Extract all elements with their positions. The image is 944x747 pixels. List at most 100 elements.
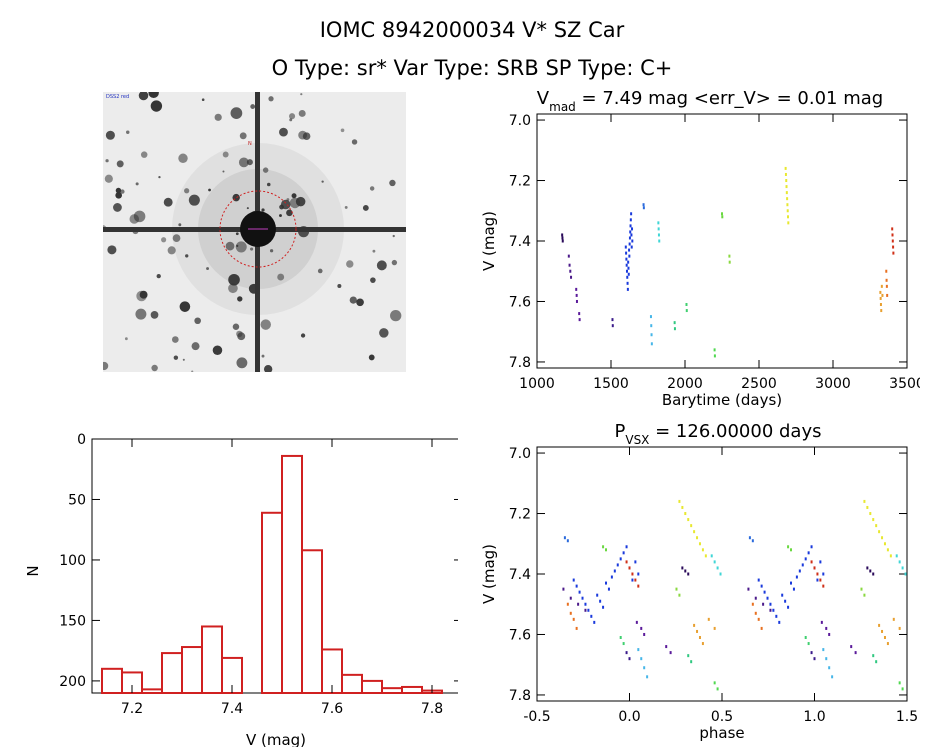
phased-curve-point: [616, 563, 619, 567]
phased-curve-ytick-label: 7.6: [509, 627, 531, 643]
phased-curve-point: [587, 608, 590, 612]
phased-curve-xlabel: phase: [699, 724, 744, 742]
phased-curve-point: [693, 530, 696, 534]
phased-curve-point: [637, 584, 640, 588]
light-curve-point: [787, 215, 790, 219]
field-star: [246, 207, 249, 210]
light-curve-ytick-label: 7.2: [509, 174, 531, 190]
light-curve-ticks: 1000 1500 2000 2500 3000 3500 7.0 7.2 7.4 7.6 7.8: [509, 113, 920, 392]
histogram-bar: [141, 688, 163, 695]
phased-curve-point: [681, 505, 684, 509]
field-star: [135, 182, 139, 186]
field-star: [351, 139, 358, 145]
phased-curve-point: [866, 566, 869, 570]
phased-curve-point: [869, 569, 872, 573]
phased-curve-point: [822, 584, 825, 588]
phased-curve-point: [898, 560, 901, 564]
phased-curve-point: [901, 687, 904, 691]
phased-curve-point: [772, 608, 775, 612]
phased-curve-point: [751, 539, 754, 543]
field-star: [300, 93, 303, 96]
light-curve-point: [629, 224, 632, 228]
light-curve-point: [728, 260, 731, 264]
phased-curve-point: [625, 560, 628, 564]
phased-curve-point: [822, 648, 825, 652]
phased-curve-point: [687, 654, 690, 658]
field-star: [148, 92, 159, 99]
light-curve-point: [650, 333, 653, 337]
light-curve-title-rest: = 7.49 mag <err_V> = 0.01 mag: [576, 88, 883, 109]
phased-curve-point: [790, 548, 793, 552]
field-star: [194, 317, 201, 325]
light-curve-point: [575, 293, 578, 297]
field-star: [152, 101, 156, 104]
field-star: [120, 189, 125, 194]
phased-curve-title: PVSX = 126.00000 days: [615, 421, 822, 447]
chart-subtitle: O Type: sr* Var Type: SRB SP Type: C+: [271, 56, 673, 80]
field-star: [250, 247, 254, 251]
phased-curve-point: [678, 499, 681, 503]
phased-curve-point: [881, 536, 884, 540]
light-curve-xtick-label: 1000: [519, 376, 555, 392]
light-curve-point: [630, 212, 633, 216]
phased-curve-point: [820, 620, 823, 624]
field-star: [379, 328, 389, 338]
field-star: [232, 323, 240, 331]
phased-curve-xtick-label: 0.0: [618, 709, 640, 725]
phased-curve-point: [872, 572, 875, 576]
phased-curve-point: [625, 651, 628, 655]
field-star: [262, 167, 269, 173]
light-curve-point: [892, 245, 895, 249]
phased-curve-point: [637, 648, 640, 652]
phased-curve-point: [646, 675, 649, 679]
chart-title: IOMC 8942000034 V* SZ Car: [319, 18, 625, 42]
light-curve-point: [642, 203, 645, 207]
phased-curve-point: [872, 518, 875, 522]
phased-curve-point: [863, 499, 866, 503]
histogram-xtick-label: 7.8: [421, 701, 443, 717]
field-star: [370, 277, 376, 283]
light-curve-point: [624, 245, 627, 249]
field-star: [139, 290, 148, 299]
field-star: [115, 191, 123, 199]
field-star: [171, 336, 179, 343]
phased-curve-points: [562, 499, 907, 691]
field-star: [191, 370, 194, 372]
phased-curve-point: [640, 657, 643, 661]
phased-curve-point: [572, 617, 575, 621]
phased-curve-point: [854, 651, 857, 655]
phased-curve-point: [687, 572, 690, 576]
field-star: [298, 130, 308, 140]
phased-curve-point: [790, 581, 793, 585]
phased-curve-point: [625, 545, 628, 549]
light-curve-point: [786, 203, 789, 207]
field-star: [225, 241, 235, 251]
histogram-bar: [381, 687, 403, 694]
light-curve-point: [885, 284, 888, 288]
phased-curve-point: [701, 548, 704, 552]
field-star: [277, 273, 285, 281]
phased-curve-point: [807, 551, 810, 555]
field-star: [185, 254, 189, 258]
phased-curve-point: [886, 548, 889, 552]
phased-curve-point: [784, 599, 787, 603]
field-star: [228, 273, 240, 286]
field-star: [129, 214, 140, 224]
light-curve-point: [657, 227, 660, 231]
phased-curve-point: [619, 557, 622, 561]
phased-curve-title-rest: = 126.00000 days: [649, 421, 821, 442]
light-curve-point: [728, 254, 731, 258]
field-star: [376, 260, 387, 271]
light-curve-xtick-label: 3500: [889, 376, 920, 392]
phased-curve-point: [690, 524, 693, 528]
phased-curve-point: [681, 566, 684, 570]
phased-curve-point: [696, 629, 699, 633]
phased-curve-point: [751, 602, 754, 606]
phased-curve-xtick-label: 0.5: [711, 709, 733, 725]
light-curve-point: [626, 281, 629, 285]
phased-curve-point: [883, 542, 886, 546]
histogram-ytick-label: 100: [59, 553, 86, 569]
phased-curve-point: [898, 626, 901, 630]
field-star: [104, 174, 113, 183]
field-star: [158, 175, 161, 179]
